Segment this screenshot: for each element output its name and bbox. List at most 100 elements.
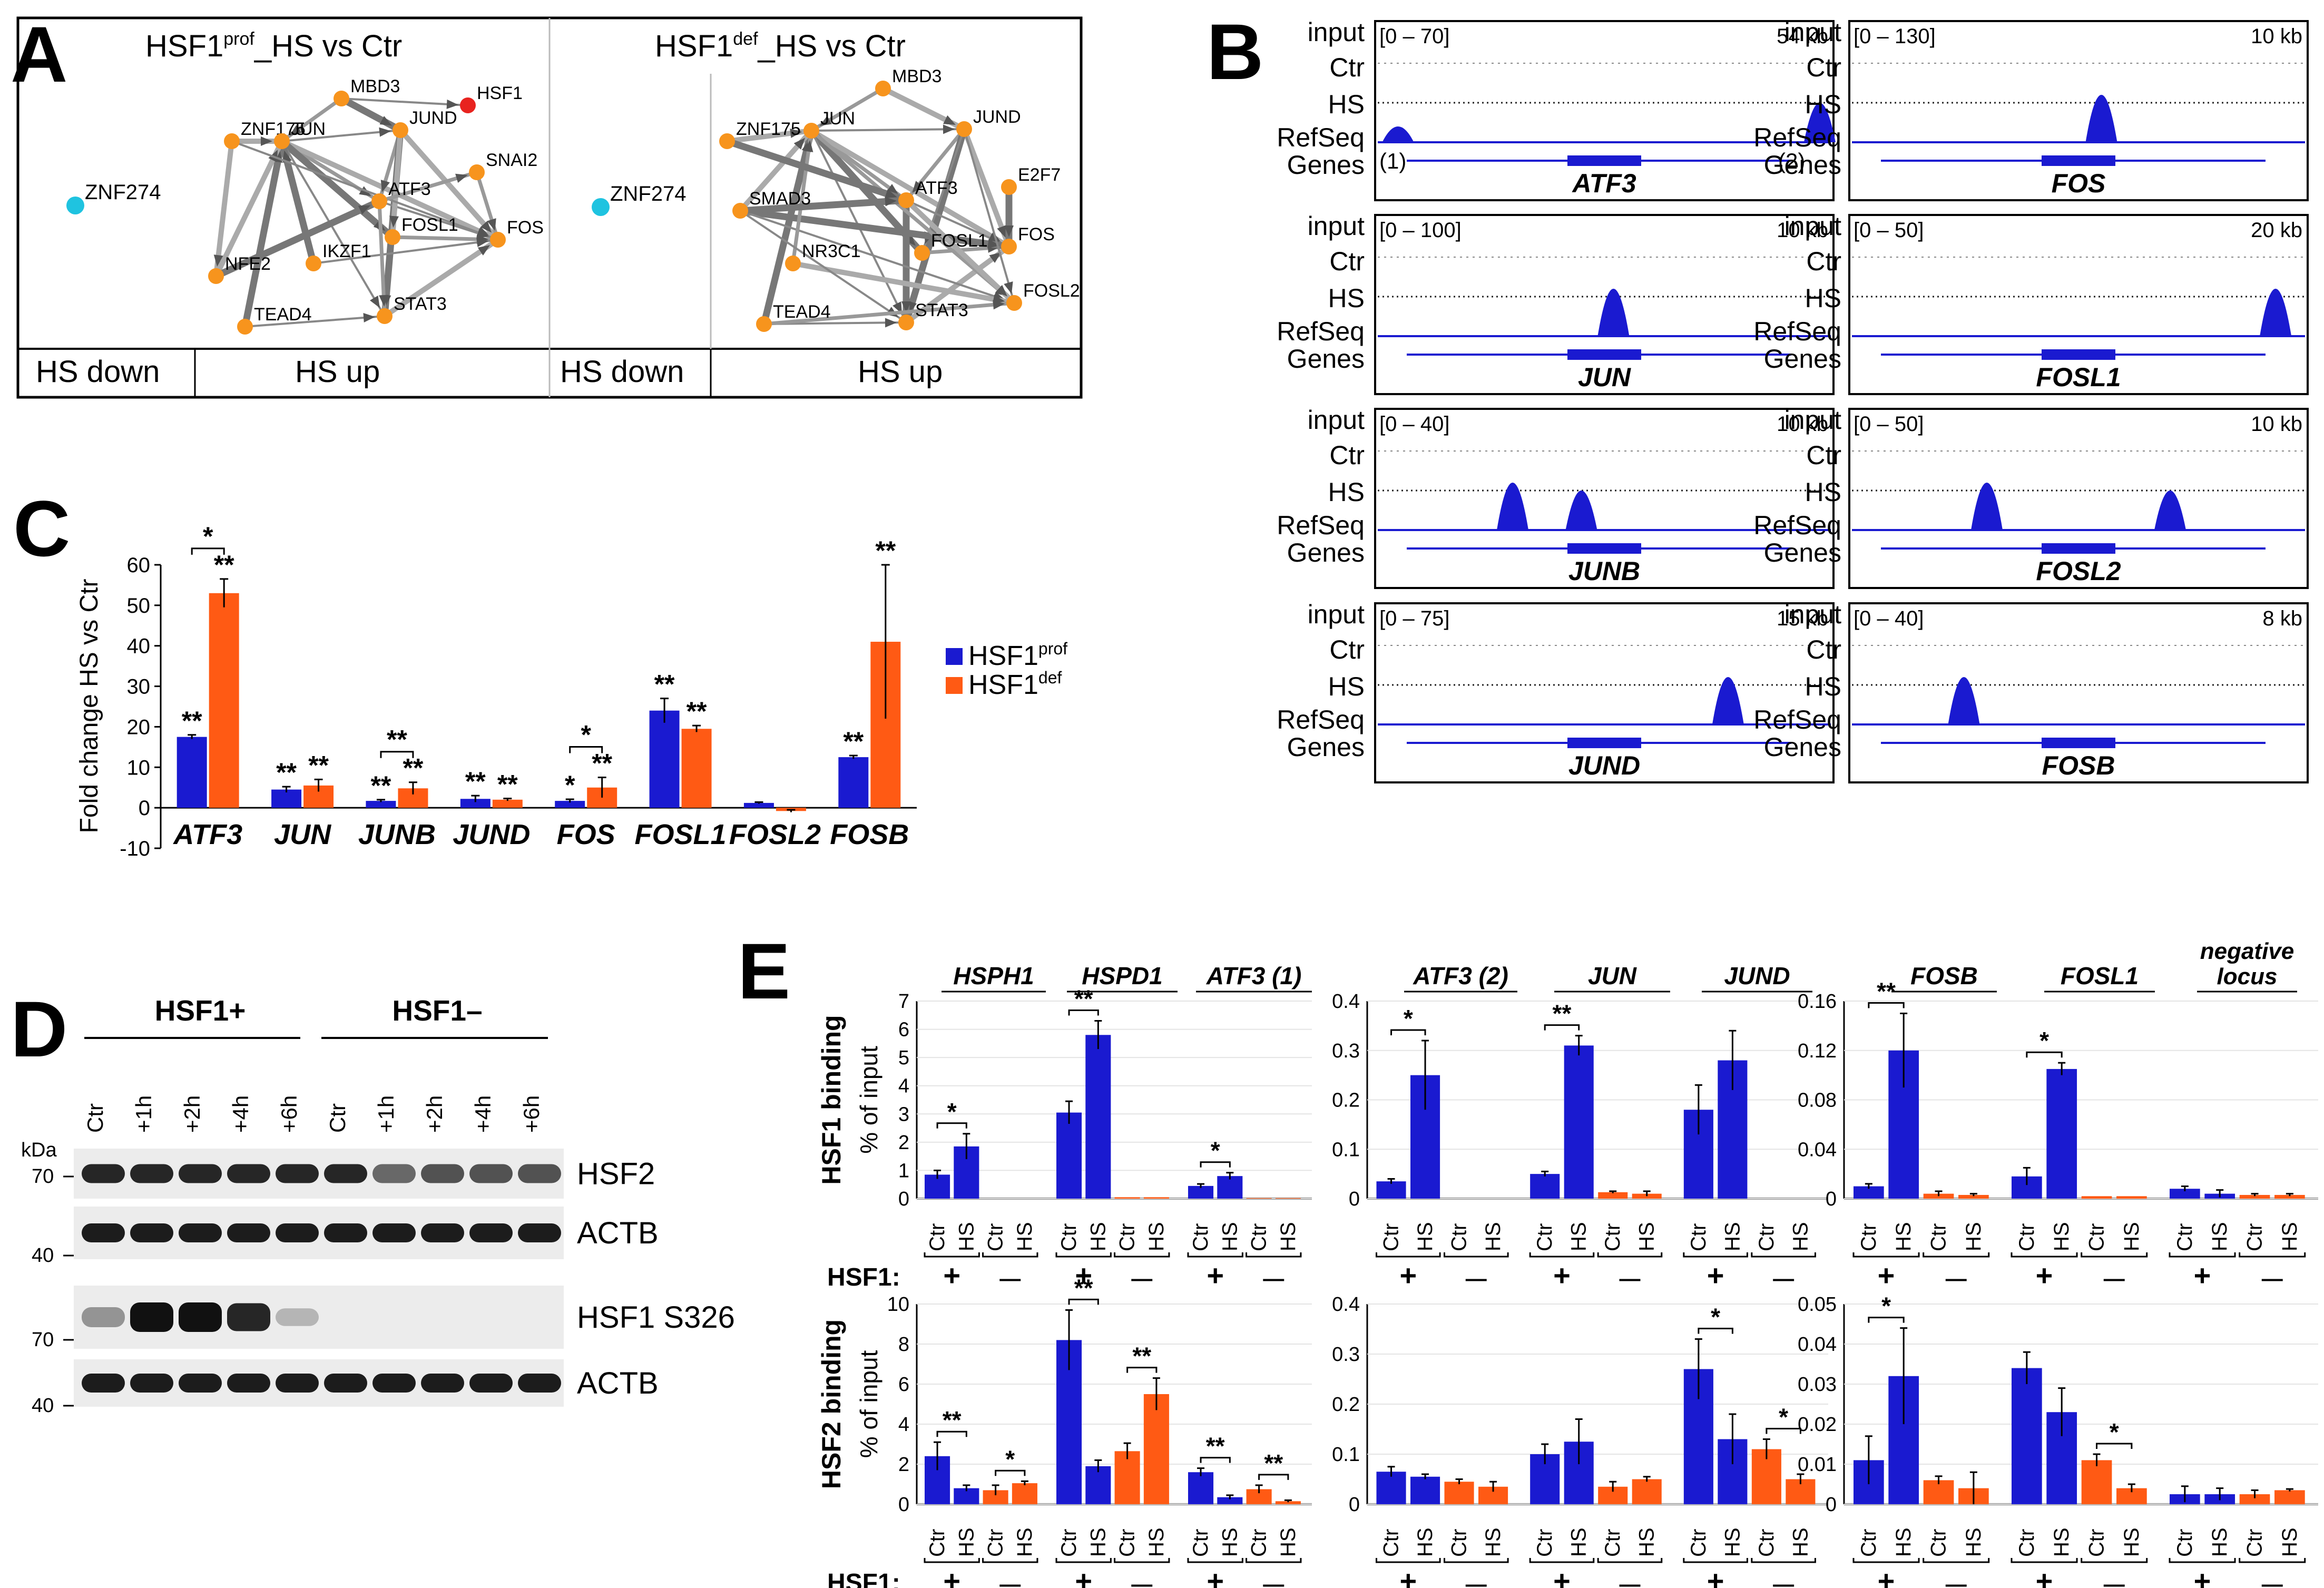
bar-def (492, 799, 523, 808)
hsf1-row-label: HSF1: (827, 1569, 900, 1588)
chip-tick-label: 0.3 (1332, 1344, 1360, 1366)
chip-bar-label: Ctr (984, 1223, 1007, 1251)
network-arrowhead (379, 295, 389, 307)
chip-pair-bracket (2011, 1558, 2078, 1563)
legend-swatch (946, 648, 963, 665)
blot-band (469, 1223, 513, 1242)
chip-bar-label: Ctr (1927, 1529, 1950, 1557)
track-label-ctr: Ctr (1329, 440, 1365, 470)
hsf1-plus: + (943, 1259, 960, 1292)
chip-sig-star: * (2039, 1027, 2049, 1054)
network-arrowhead (790, 129, 802, 138)
network-node-label: FOSL1 (931, 231, 988, 251)
network-node-jun (803, 123, 819, 139)
chip-sig-star: ** (943, 1406, 962, 1434)
chip-bar (1114, 1197, 1140, 1199)
chip-tick-label: 0.04 (1798, 1139, 1837, 1161)
chip-pair-bracket (1444, 1558, 1509, 1563)
negative-locus-title: locus (2217, 964, 2278, 989)
network-node-label: STAT3 (394, 294, 447, 314)
chip-sig-star: * (1881, 1292, 1891, 1320)
blot-band (227, 1223, 270, 1242)
kda-label: kDa (21, 1139, 57, 1161)
gene-header: HSPD1 (1082, 962, 1162, 989)
track-gene-name: FOSL2 (2036, 556, 2121, 586)
kda-marker: 70 (32, 1329, 54, 1351)
blot-band (130, 1302, 173, 1332)
network-arrowhead (803, 140, 813, 152)
chip-tick-label: 0.4 (1332, 991, 1360, 1013)
chip-bar-label: Ctr (926, 1223, 949, 1251)
chip-bar-label: Ctr (1533, 1529, 1556, 1557)
chip-bar (2046, 1069, 2077, 1199)
chip-bar-label: HS (1218, 1222, 1241, 1251)
chip-bar-label: Ctr (1857, 1529, 1880, 1557)
chip-bar (1410, 1476, 1440, 1504)
significance-bracket (380, 751, 414, 758)
hsf1-minus: — (1773, 1267, 1794, 1290)
network-arrowhead (455, 173, 468, 183)
track-label-hs: HS (1805, 672, 1841, 701)
legend-sup: def (1038, 668, 1062, 687)
track-range: [0 – 40] (1854, 607, 1924, 630)
category-label: JUND (453, 819, 530, 850)
track-hs-peak (1597, 289, 1630, 336)
gene-model-exon (1567, 155, 1641, 166)
chip-bar-label: HS (1721, 1527, 1744, 1557)
significance-star: ** (308, 750, 329, 780)
hsf1-plus: + (1207, 1564, 1224, 1588)
track-label-refseq: RefSeq (1277, 317, 1365, 346)
chip-bar-label: HS (1789, 1222, 1812, 1251)
chip-bar-label: HS (1482, 1527, 1505, 1557)
significance-bracket (569, 746, 603, 753)
chip-pair-bracket (1683, 1558, 1748, 1563)
panel-letter-d: D (11, 985, 67, 1073)
blot-band (82, 1374, 125, 1393)
network-edge (723, 138, 910, 204)
chip-bar (1143, 1197, 1169, 1199)
network-arrowhead (943, 124, 955, 134)
network-arrowhead (380, 180, 390, 192)
chip-bar-label: Ctr (1448, 1223, 1471, 1251)
network-node-label: ZNF274 (85, 181, 161, 204)
chip-tick-label: 0.1 (1332, 1444, 1360, 1466)
track-label-ctr: Ctr (1806, 247, 1841, 276)
network-arrowhead (476, 238, 489, 248)
track-hs-peak (2085, 95, 2117, 142)
lane-label: +6h (277, 1095, 301, 1133)
y-tick-label: 0 (139, 797, 150, 820)
track-range: [0 – 40] (1379, 413, 1449, 436)
network-arrowhead (477, 245, 491, 256)
track-range: [0 – 100] (1379, 219, 1462, 242)
track-label-input: input (1308, 600, 1365, 629)
chip-sig-bracket (1868, 1002, 1905, 1008)
chip-sig-bracket (1868, 1317, 1905, 1323)
track-label-genes: Genes (1764, 344, 1841, 374)
chip-bar-label: Ctr (1448, 1529, 1471, 1557)
chip-bar-label: Ctr (2243, 1223, 2267, 1251)
chip-sig-bracket (1544, 1024, 1580, 1031)
chip-pair-bracket (1187, 1252, 1243, 1258)
blot-band (130, 1164, 173, 1183)
track-label-genes: Genes (1764, 538, 1841, 567)
chip-bar-label: HS (1721, 1222, 1744, 1251)
network-arrowhead (476, 228, 489, 237)
panel-a-footer-down-right: HS down (560, 355, 684, 389)
y-tick-label: 50 (127, 594, 151, 617)
blot-label: HSF2 (577, 1157, 655, 1191)
network-node-label: SMAD3 (749, 189, 811, 209)
blot-band (324, 1374, 367, 1393)
chip-bar (1188, 1472, 1214, 1504)
significance-star: ** (370, 771, 391, 800)
chip-tick-label: 4 (898, 1075, 909, 1097)
network-node-fosl1 (385, 229, 400, 245)
chip-bar-label: HS (2120, 1222, 2143, 1251)
network-node-atf3 (898, 192, 914, 208)
chip-pair-bracket (2239, 1252, 2306, 1258)
chip-bar-label: Ctr (1189, 1529, 1212, 1557)
bar-def (681, 729, 712, 808)
track-gene-name: FOSL1 (2036, 362, 2121, 392)
chip-bar (1114, 1451, 1140, 1504)
blot-band (469, 1164, 513, 1183)
